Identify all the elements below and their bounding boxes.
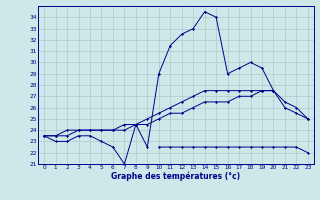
X-axis label: Graphe des températures (°c): Graphe des températures (°c): [111, 172, 241, 181]
